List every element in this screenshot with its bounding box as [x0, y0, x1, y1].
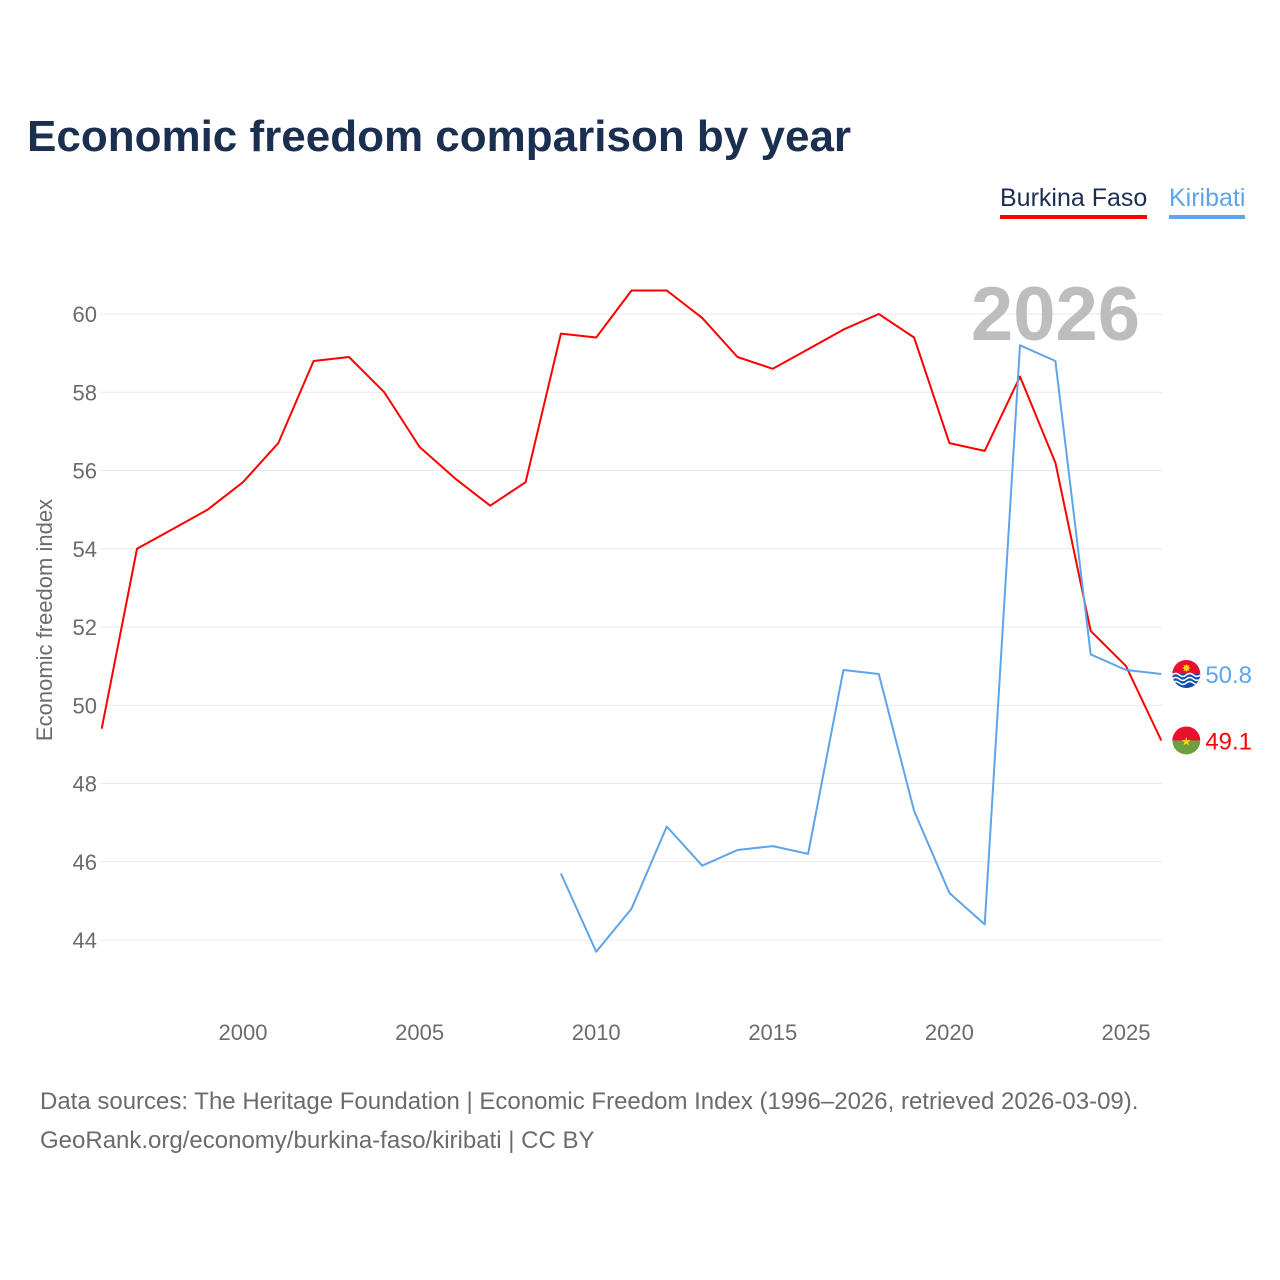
y-tick-label: 46 [73, 850, 97, 875]
burkina-faso-flag-icon: ★ [1172, 726, 1201, 755]
x-tick-label: 2000 [219, 1020, 268, 1045]
chart-title: Economic freedom comparison by year [27, 112, 852, 161]
series-line-burkina-faso [100, 289, 1163, 741]
y-tick-label: 54 [73, 537, 97, 562]
x-tick-label: 2015 [748, 1020, 797, 1045]
year-watermark: 2026 [971, 272, 1140, 357]
svg-text:★: ★ [1181, 734, 1192, 748]
credit-link[interactable]: GeoRank.org/economy/burkina-faso/kiribat… [40, 1127, 595, 1154]
x-tick-label: 2005 [395, 1020, 444, 1045]
end-value-label: 49.1 [1205, 728, 1252, 755]
legend-burkina-faso[interactable]: Burkina Faso [1000, 184, 1148, 219]
legend-kiribati[interactable]: Kiribati [1169, 184, 1246, 219]
y-tick-label: 60 [73, 302, 97, 327]
series-line-kiribati [559, 344, 1162, 953]
y-tick-label: 48 [73, 772, 97, 797]
y-tick-label: 50 [73, 693, 97, 718]
y-tick-label: 44 [73, 928, 97, 953]
y-tick-label: 58 [73, 380, 97, 405]
x-tick-label: 2010 [572, 1020, 621, 1045]
x-tick-label: 2025 [1102, 1020, 1151, 1045]
y-axis-label: Economic freedom index [32, 499, 57, 741]
end-value-label: 50.8 [1205, 662, 1252, 689]
data-source: Data sources: The Heritage Foundation | … [40, 1088, 1139, 1115]
svg-text:✸: ✸ [1182, 663, 1191, 675]
y-tick-label: 56 [73, 459, 97, 484]
y-tick-label: 52 [73, 615, 97, 640]
x-tick-label: 2020 [925, 1020, 974, 1045]
kiribati-flag-icon: ✸ [1172, 659, 1201, 688]
